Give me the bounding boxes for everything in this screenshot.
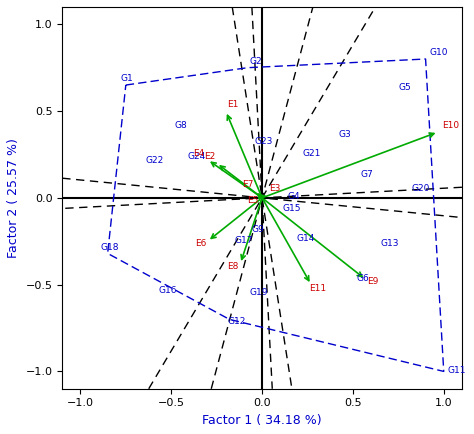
Text: G10: G10 — [429, 48, 448, 57]
Text: G9: G9 — [251, 225, 264, 234]
Text: E9: E9 — [367, 277, 379, 286]
Text: G22: G22 — [146, 156, 164, 165]
Text: E8: E8 — [228, 262, 239, 271]
Text: E4: E4 — [193, 149, 204, 158]
Text: G24: G24 — [188, 152, 206, 161]
Text: G13: G13 — [380, 239, 399, 248]
Text: G19: G19 — [249, 288, 268, 297]
Text: G15: G15 — [282, 204, 301, 214]
Text: G8: G8 — [175, 121, 188, 130]
Text: E1: E1 — [228, 100, 239, 109]
Text: G1: G1 — [120, 74, 133, 83]
Text: G5: G5 — [398, 83, 411, 92]
Text: G23: G23 — [255, 137, 273, 146]
Text: E6: E6 — [195, 239, 206, 248]
Text: G11: G11 — [447, 366, 466, 375]
Text: E10: E10 — [442, 121, 459, 130]
Text: E3: E3 — [269, 184, 281, 193]
Text: G12: G12 — [228, 317, 246, 326]
X-axis label: Factor 1 ( 34.18 %): Factor 1 ( 34.18 %) — [202, 414, 322, 427]
Text: E5: E5 — [247, 196, 259, 205]
Text: G4: G4 — [288, 192, 300, 201]
Text: G21: G21 — [302, 149, 320, 158]
Text: G2: G2 — [249, 57, 262, 66]
Text: E11: E11 — [310, 284, 327, 293]
Text: G18: G18 — [100, 243, 119, 252]
Text: G3: G3 — [338, 130, 351, 139]
Text: E2: E2 — [204, 152, 215, 161]
Text: G7: G7 — [360, 170, 373, 179]
Text: G6: G6 — [356, 274, 369, 283]
Y-axis label: Factor 2 ( 25.57 %): Factor 2 ( 25.57 %) — [7, 138, 20, 258]
Text: G20: G20 — [411, 184, 429, 193]
Text: G16: G16 — [158, 286, 177, 295]
Text: E7: E7 — [242, 180, 254, 189]
Text: G17: G17 — [235, 236, 253, 245]
Text: G14: G14 — [297, 234, 315, 243]
